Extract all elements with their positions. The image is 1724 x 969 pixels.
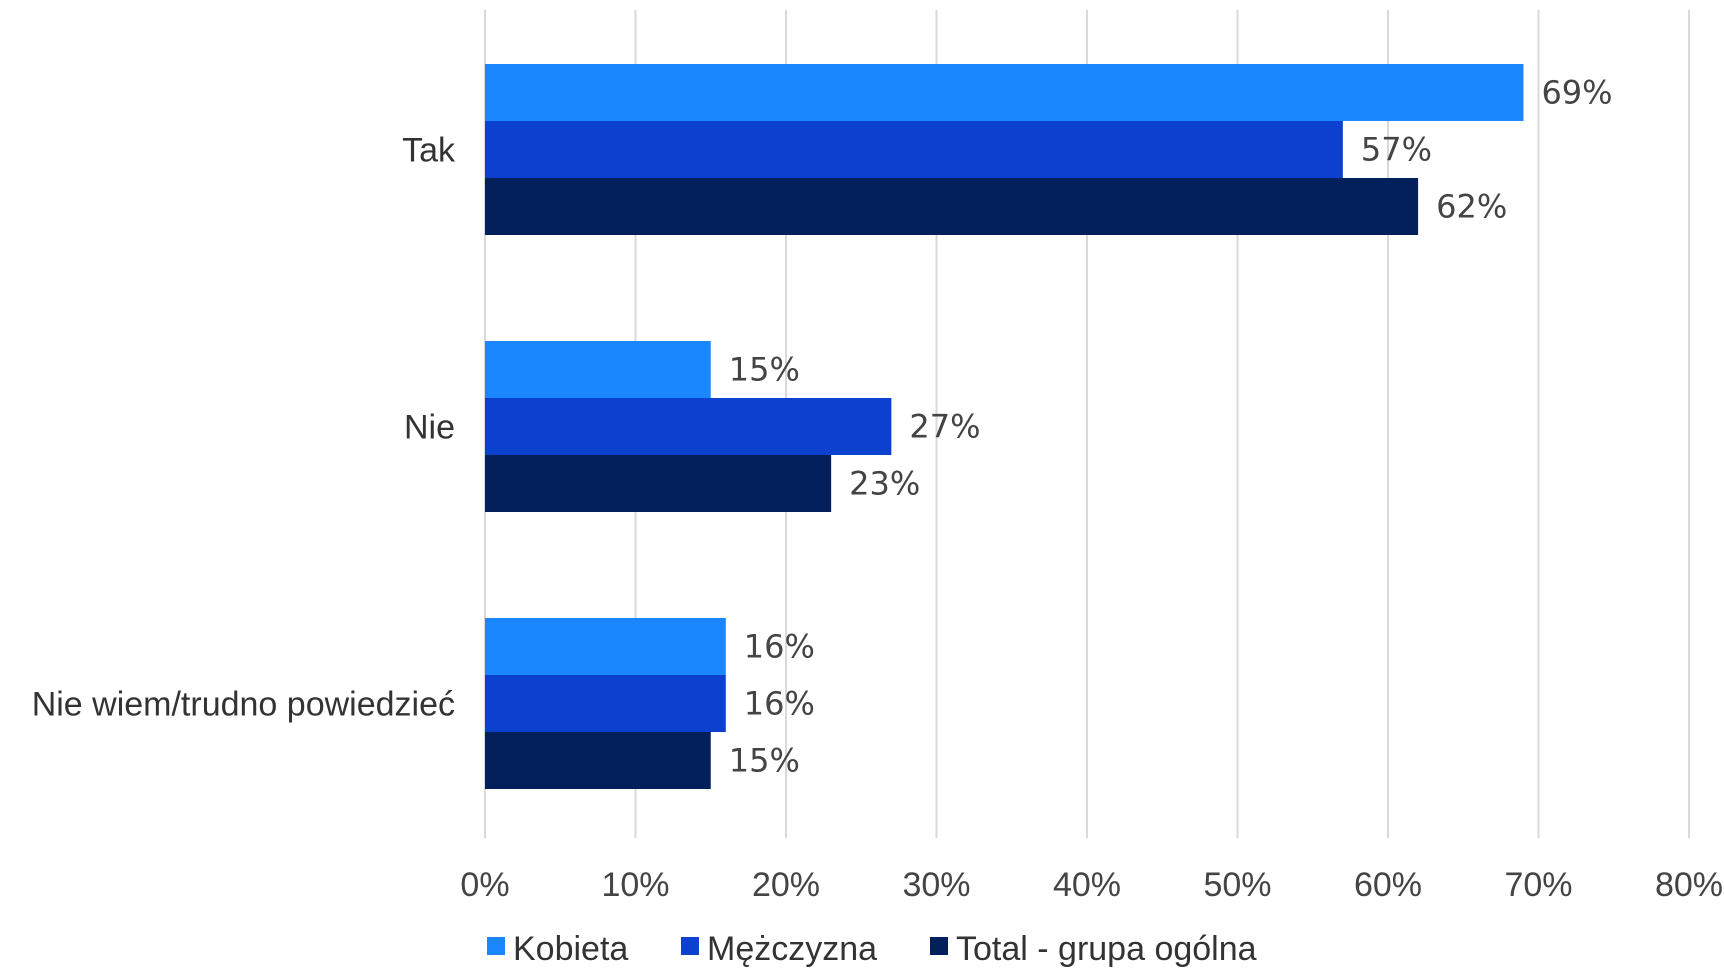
x-tick-label: 20% — [752, 866, 820, 904]
data-label: 57% — [1361, 131, 1432, 169]
bar — [485, 121, 1343, 178]
data-label: 23% — [849, 465, 920, 503]
bar — [485, 398, 892, 455]
category-label: Nie wiem/trudno powiedzieć — [32, 686, 455, 724]
x-tick-label: 10% — [601, 866, 669, 904]
bar — [485, 675, 726, 732]
data-label: 62% — [1436, 188, 1507, 226]
category-label: Nie — [404, 409, 455, 447]
legend-swatch — [487, 937, 505, 955]
x-tick-label: 60% — [1354, 866, 1422, 904]
bar — [485, 64, 1524, 121]
x-tick-label: 80% — [1655, 866, 1723, 904]
category-labels: Tak Nie Nie wiem/trudno powiedzieć — [32, 132, 456, 724]
bar — [485, 341, 711, 398]
data-labels: 69% 57%62% 15% 27% 23% 16% 16% 15% — [729, 74, 1613, 780]
legend-label: Total - grupa ogólna — [956, 930, 1257, 968]
x-tick-label: 30% — [902, 866, 970, 904]
data-label: 16% — [744, 628, 815, 666]
legend-swatch — [930, 937, 948, 955]
data-label: 69% — [1541, 74, 1612, 112]
bars — [485, 64, 1524, 789]
x-tick-label: 40% — [1053, 866, 1121, 904]
legend-label: Kobieta — [513, 930, 628, 968]
legend-label: Mężczyzna — [707, 930, 877, 968]
x-tick-label: 70% — [1504, 866, 1572, 904]
data-label: 27% — [909, 408, 980, 446]
legend: Kobieta Mężczyzna Total - grupa ogólna — [487, 930, 1257, 968]
bar — [485, 178, 1419, 235]
x-tick-label: 50% — [1203, 866, 1271, 904]
legend-swatch — [681, 937, 699, 955]
bar — [485, 455, 832, 512]
x-tick-label: 0% — [460, 866, 509, 904]
bar — [485, 732, 711, 789]
category-label: Tak — [402, 132, 456, 170]
data-label: 15% — [729, 742, 800, 780]
data-label: 16% — [744, 685, 815, 723]
x-axis-tick-labels: 0% 10% 20% 30% 40% 50% 60% 70% 80% — [460, 866, 1723, 904]
bar — [485, 618, 726, 675]
data-label: 15% — [729, 351, 800, 389]
